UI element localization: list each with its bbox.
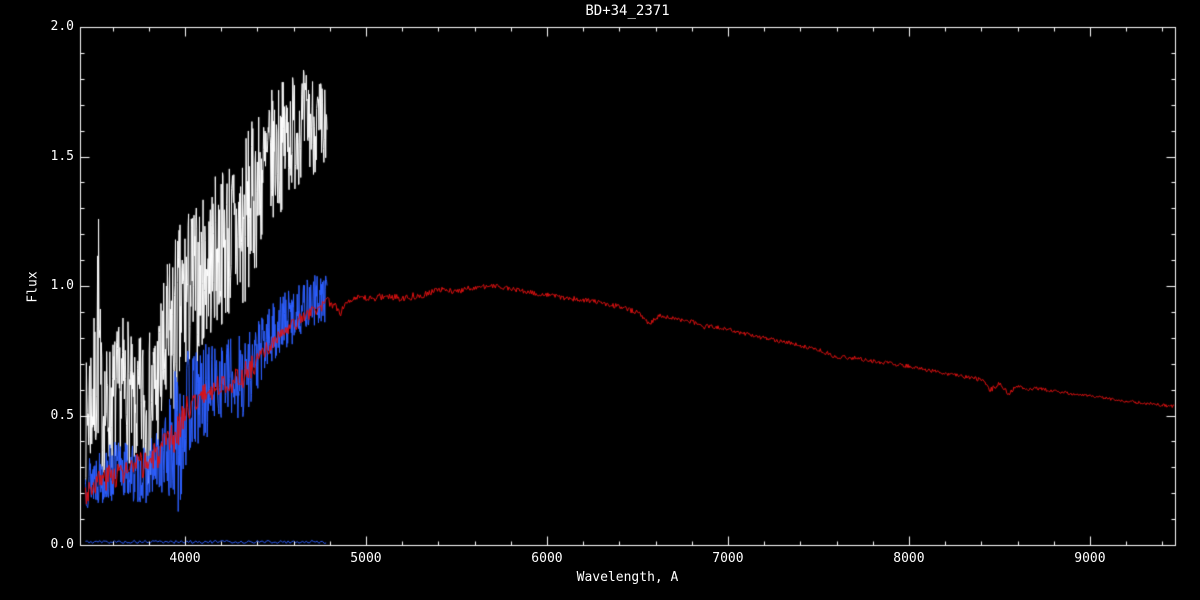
x-tick-label: 7000 xyxy=(712,551,744,566)
x-tick-label: 5000 xyxy=(350,551,382,566)
x-tick-label: 9000 xyxy=(1074,551,1106,566)
y-tick-label: 2.0 xyxy=(50,19,74,34)
x-tick-label: 6000 xyxy=(531,551,563,566)
x-tick-label: 8000 xyxy=(893,551,925,566)
x-axis-label: Wavelength, A xyxy=(576,570,679,585)
y-tick-label: 0.0 xyxy=(50,537,74,552)
y-tick-label: 1.5 xyxy=(50,148,74,164)
y-tick-label: 1.0 xyxy=(50,278,74,293)
y-tick-label: 0.5 xyxy=(50,407,74,423)
x-tick-label: 4000 xyxy=(169,551,201,566)
chart-title: BD+34_2371 xyxy=(585,3,670,19)
